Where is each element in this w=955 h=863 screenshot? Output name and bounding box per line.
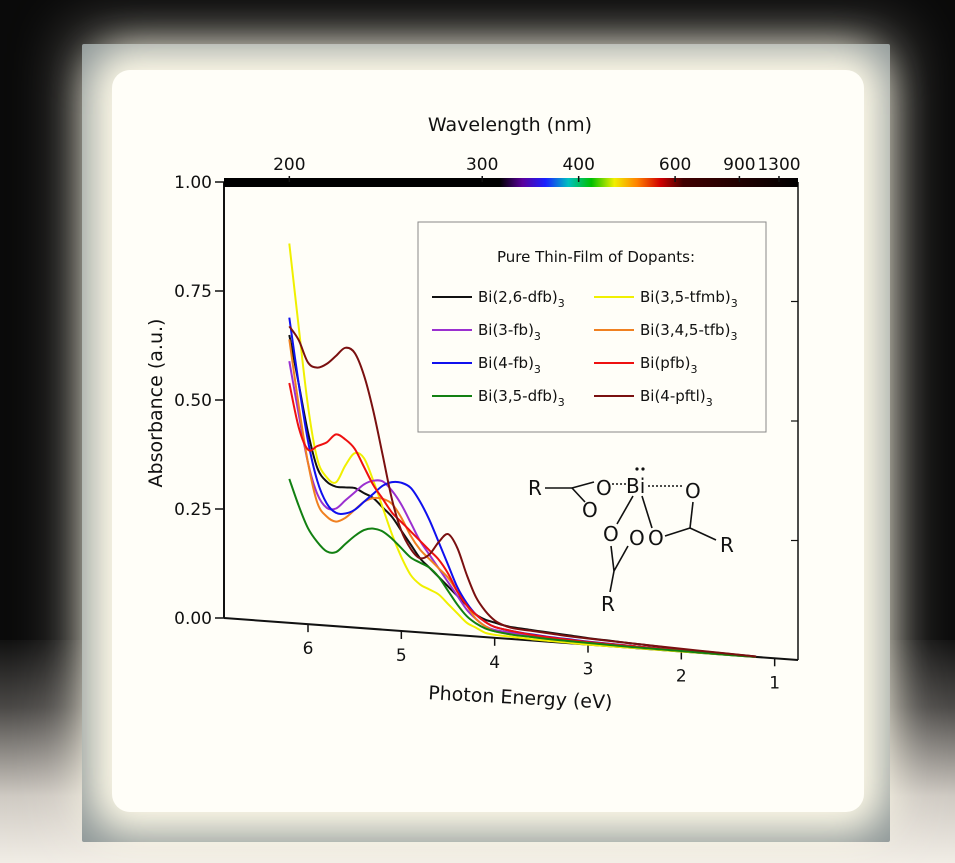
top-tick-group: 200 300 400 600 900 1300 bbox=[273, 155, 801, 182]
backlit-panel bbox=[112, 70, 864, 812]
x-tick-label: 1 bbox=[769, 673, 780, 693]
series-line bbox=[288, 325, 757, 658]
mol-o-label: O bbox=[648, 526, 664, 550]
legend-label: Bi(4-pftl)3 bbox=[640, 387, 713, 409]
top-tick-label: 300 bbox=[466, 155, 498, 175]
series-line bbox=[288, 382, 757, 658]
top-tick-label: 400 bbox=[562, 155, 594, 175]
legend-label: Bi(2,6-dfb)3 bbox=[478, 288, 565, 310]
x-tick-label: 4 bbox=[489, 653, 500, 673]
x-tick-label: 6 bbox=[303, 639, 314, 659]
mol-o-label: O bbox=[603, 522, 619, 546]
x-tick-group: 6 5 4 3 2 1 bbox=[303, 624, 780, 693]
top-axis-title: Wavelength (nm) bbox=[428, 114, 592, 136]
bismuth-carboxylate-structure: Bi R O O O O R O O R bbox=[528, 467, 734, 616]
x-axis-title: Photon Energy (eV) bbox=[428, 682, 613, 714]
y-tick-label: 1.00 bbox=[174, 173, 212, 193]
legend-label: Bi(3,4,5-tfb)3 bbox=[640, 321, 737, 343]
legend-label: Bi(4-fb)3 bbox=[478, 354, 541, 376]
legend-label: Bi(3,5-tfmb)3 bbox=[640, 288, 738, 310]
mol-r-label: R bbox=[601, 592, 615, 616]
right-tick-group bbox=[791, 300, 798, 542]
y-tick-label: 0.25 bbox=[174, 500, 212, 520]
mol-r-label: R bbox=[720, 533, 734, 557]
lone-pair-dot bbox=[641, 467, 645, 471]
top-tick-label: 900 bbox=[723, 155, 755, 175]
wavelength-spectrum-bar bbox=[224, 178, 798, 187]
mol-o-label: O bbox=[582, 498, 598, 522]
series-layer bbox=[288, 243, 757, 658]
y-tick-label: 0.00 bbox=[174, 609, 212, 629]
top-tick-label: 200 bbox=[273, 155, 305, 175]
y-tick-label: 0.50 bbox=[174, 391, 212, 411]
legend-items: Bi(2,6-dfb)3 Bi(3,5-tfmb)3 Bi(3-fb)3 Bi(3,4… bbox=[432, 288, 738, 409]
legend-title: Pure Thin-Film of Dopants: bbox=[497, 248, 695, 266]
mol-bi-label: Bi bbox=[626, 474, 645, 498]
x-tick-label: 5 bbox=[396, 646, 407, 666]
mol-o-label: O bbox=[596, 476, 612, 500]
mol-o-label: O bbox=[685, 479, 701, 503]
x-tick-label: 3 bbox=[583, 660, 594, 680]
y-tick-group: 0.00 0.25 0.50 0.75 1.00 bbox=[174, 173, 224, 629]
legend-label: Bi(pfb)3 bbox=[640, 354, 698, 376]
legend-label: Bi(3-fb)3 bbox=[478, 321, 541, 343]
y-tick-label: 0.75 bbox=[174, 282, 212, 302]
x-tick-label: 2 bbox=[676, 666, 687, 686]
mol-r-label: R bbox=[528, 476, 542, 500]
mol-o-label: O bbox=[629, 526, 645, 550]
series-line bbox=[288, 478, 757, 658]
legend-label: Bi(3,5-dfb)3 bbox=[478, 387, 565, 409]
top-tick-label: 1300 bbox=[757, 155, 800, 175]
lone-pair-dot bbox=[635, 467, 639, 471]
top-tick-label: 600 bbox=[659, 155, 691, 175]
series-line bbox=[288, 243, 757, 658]
y-axis-title: Absorbance (a.u.) bbox=[145, 319, 167, 488]
legend-box bbox=[417, 221, 767, 433]
